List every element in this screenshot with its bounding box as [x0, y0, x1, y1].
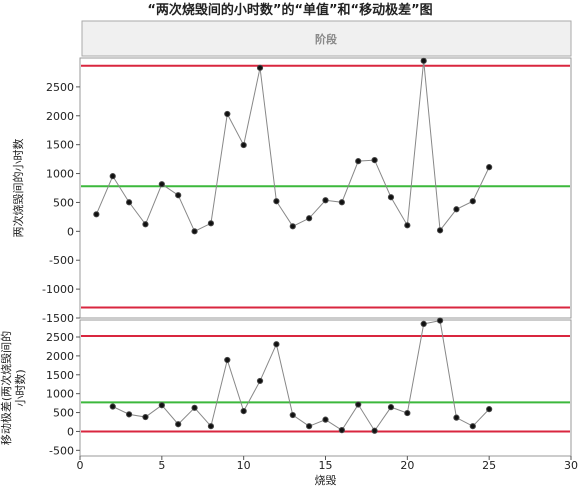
y-tick-label: -1000 [42, 283, 74, 296]
x-tick-label: 5 [158, 459, 165, 472]
y-axis-label: 两次烧毁间的小时数 [11, 139, 25, 238]
data-point [207, 220, 215, 227]
data-point [387, 194, 395, 201]
data-point [207, 423, 215, 430]
data-point [142, 413, 149, 421]
phase-label: 阶段 [315, 32, 337, 46]
data-point [142, 221, 149, 228]
data-point [469, 198, 476, 205]
y-axis-label: 移动极差(两次烧毁间的 [0, 331, 13, 445]
y-tick-label: 2000 [46, 110, 74, 123]
y-tick-label: 2500 [46, 331, 74, 344]
data-point [420, 57, 427, 64]
x-tick-label: 30 [564, 459, 578, 472]
data-point [175, 421, 182, 428]
data-point [126, 411, 133, 418]
x-tick-label: 10 [237, 459, 251, 472]
y-tick-label: 500 [53, 407, 74, 420]
y-axis-label: 小时数) [14, 369, 27, 406]
data-point [158, 181, 165, 188]
phase-header [81, 20, 572, 57]
data-point [256, 377, 264, 385]
x-axis-label: 烧毁 [315, 473, 337, 487]
data-point [486, 406, 493, 413]
x-tick-label: 15 [319, 459, 333, 472]
data-point [404, 222, 411, 229]
data-point [224, 356, 231, 364]
y-tick-label: 0 [67, 225, 74, 238]
data-point [371, 427, 378, 434]
y-tick-label: 2000 [46, 350, 74, 363]
data-point [109, 173, 116, 180]
data-point [240, 141, 247, 149]
data-point [256, 64, 264, 71]
data-point [273, 341, 280, 348]
data-point [453, 206, 460, 213]
data-point [355, 158, 362, 165]
data-point [436, 317, 444, 324]
data-point [322, 197, 329, 204]
series-line [112, 320, 490, 432]
data-point [486, 164, 493, 171]
y-tick-label: 500 [53, 196, 74, 209]
x-tick-label: 20 [400, 459, 414, 472]
data-point [306, 215, 313, 222]
y-tick-label: -1500 [42, 312, 74, 325]
data-point [469, 423, 476, 430]
plot-frame [79, 319, 572, 457]
data-point [93, 211, 100, 218]
data-point [387, 404, 395, 411]
data-point [158, 402, 165, 409]
data-point [371, 156, 378, 164]
plot-frame [79, 57, 572, 319]
x-tick-label: 0 [77, 459, 84, 472]
data-point [453, 414, 460, 421]
data-point [191, 228, 198, 235]
series-line [95, 60, 490, 233]
data-point [191, 404, 198, 411]
chart-title: “两次烧毁间的小时数”的“单值”和“移动极差”图 [147, 2, 432, 18]
data-point [240, 408, 247, 415]
data-point [289, 411, 296, 419]
data-point [338, 427, 345, 434]
y-tick-label: -500 [49, 444, 74, 457]
y-tick-label: 1500 [46, 139, 74, 152]
data-point [355, 401, 362, 408]
data-point [224, 110, 231, 118]
data-point [322, 416, 329, 423]
data-point [436, 227, 444, 234]
data-point [306, 423, 313, 430]
data-point [273, 198, 280, 205]
data-point [109, 403, 116, 410]
data-point [404, 409, 411, 417]
y-tick-label: 1000 [46, 388, 74, 401]
y-tick-label: 1500 [46, 369, 74, 382]
data-point [175, 192, 182, 199]
y-tick-label: 2500 [46, 81, 74, 94]
x-tick-label: 25 [482, 459, 496, 472]
y-tick-label: 0 [67, 425, 74, 438]
y-tick-label: 1000 [46, 168, 74, 181]
data-point [338, 199, 345, 206]
data-point [289, 223, 296, 230]
data-point [420, 320, 427, 327]
y-tick-label: -500 [49, 254, 74, 267]
data-point [126, 199, 133, 206]
